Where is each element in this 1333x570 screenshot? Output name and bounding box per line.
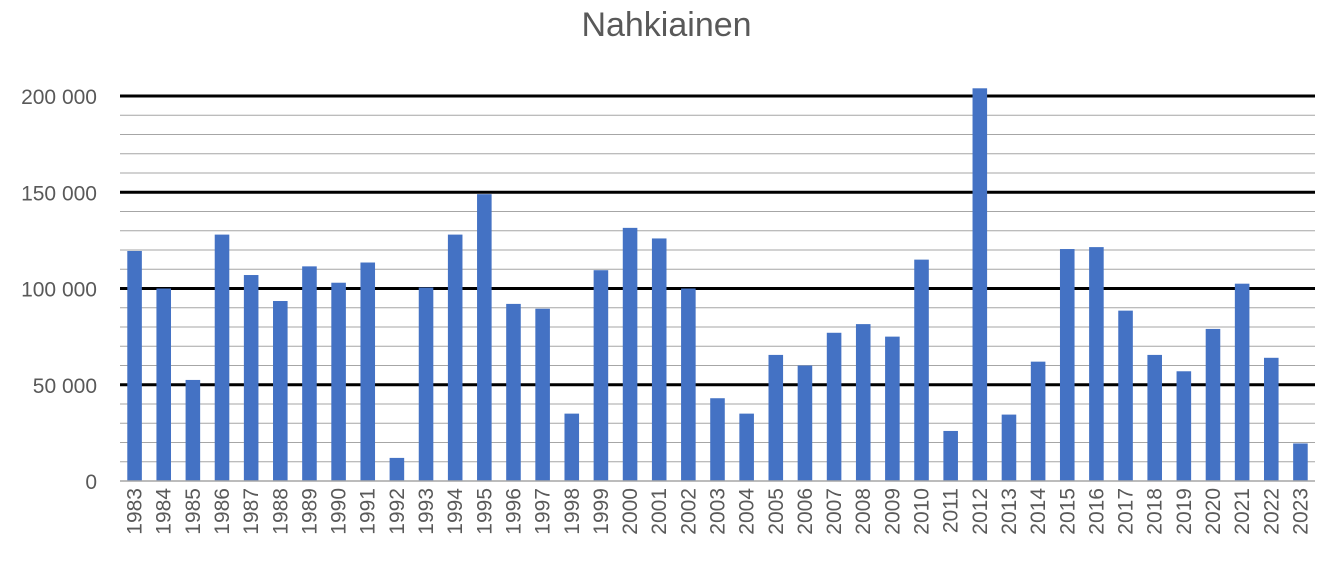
y-tick-label: 150 000 [21,182,97,205]
x-tick-label: 2017 [1115,488,1138,535]
bar-2001 [651,238,667,481]
bar-1989 [302,266,317,481]
bar-2006 [797,365,813,481]
x-tick-label: 2023 [1289,488,1312,535]
x-tick-label: 2011 [940,488,963,533]
x-tick-label: 2006 [794,488,817,535]
x-tick-label: 1992 [386,488,409,535]
x-tick-label: 2009 [881,488,904,535]
y-tick-label: 0 [85,471,97,494]
bar-1991 [360,262,376,481]
x-tick-label: 1989 [298,488,321,535]
x-tick-label: 2002 [677,488,700,535]
x-tick-label: 2001 [648,488,671,535]
bar-1998 [564,413,580,481]
bar-1985 [185,379,201,481]
x-tick-label: 2010 [911,488,934,535]
x-tick-label: 2007 [823,488,846,535]
bar-2017 [1118,310,1133,481]
x-tick-label: 2021 [1231,488,1254,535]
bar-2018 [1147,354,1162,481]
x-tick-label: 1999 [590,488,613,535]
x-tick-label: 1998 [561,488,584,535]
bar-1999 [593,270,609,481]
bar-1987 [243,275,259,481]
bar-1995 [477,194,492,482]
bar-2011 [943,430,958,481]
bar-2008 [855,324,871,481]
bar-1992 [389,457,405,481]
bar-1996 [506,303,521,481]
x-tick-label: 1984 [153,488,176,535]
bar-2019 [1176,371,1192,481]
x-tick-label: 1995 [473,488,496,535]
bar-2010 [914,259,929,481]
x-tick-label: 1996 [502,488,525,535]
bar-2016 [1089,247,1104,481]
x-tick-label: 2014 [1027,488,1050,535]
bar-1997 [535,308,550,481]
bar-1986 [214,234,230,481]
bar-2005 [768,354,784,481]
x-tick-label: 2020 [1202,488,1225,535]
x-tick-label: 2003 [707,488,730,535]
bar-2021 [1234,283,1250,481]
bar-2013 [1001,414,1017,481]
x-tick-label: 2013 [998,488,1021,535]
bar-2014 [1030,361,1046,481]
bar-2007 [826,332,842,481]
x-tick-label: 1986 [211,488,234,535]
x-tick-label: 2022 [1260,488,1283,535]
x-tick-label: 2018 [1144,488,1167,535]
x-tick-label: 1987 [240,488,263,535]
x-tick-label: 2012 [969,488,992,535]
x-tick-label: 1983 [124,488,147,535]
bar-2015 [1059,249,1075,481]
bar-2012 [972,88,988,482]
bar-1988 [273,301,288,481]
x-tick-label: 2008 [852,488,875,535]
bar-1994 [447,234,463,481]
x-tick-label: 1985 [182,488,205,535]
bar-1983 [127,250,142,481]
bar-2003 [710,398,725,481]
x-tick-label: 2019 [1173,488,1196,535]
x-tick-label: 2015 [1056,488,1079,535]
x-tick-label: 1990 [328,488,351,535]
x-tick-label: 2000 [619,488,642,535]
y-tick-label: 50 000 [33,375,97,398]
x-tick-label: 2005 [765,488,788,535]
y-tick-label: 200 000 [21,86,97,109]
x-tick-label: 1991 [357,488,380,535]
bar-2000 [622,227,638,481]
x-tick-label: 1988 [269,488,292,535]
y-tick-label: 100 000 [21,279,97,302]
bar-2022 [1263,357,1279,481]
bar-2004 [739,413,754,481]
x-tick-label: 1993 [415,488,438,535]
x-tick-label: 1994 [444,488,467,535]
bar-2002 [681,288,696,481]
bar-2009 [885,336,900,481]
bar-2023 [1293,443,1308,481]
bar-1990 [331,282,346,481]
chart-title: Nahkiainen [581,6,752,44]
bar-1993 [418,287,434,481]
x-tick-label: 2004 [736,488,759,535]
bar-2020 [1205,328,1221,481]
bar-1984 [156,288,172,481]
x-tick-label: 2016 [1085,488,1108,535]
x-tick-label: 1997 [532,488,555,535]
